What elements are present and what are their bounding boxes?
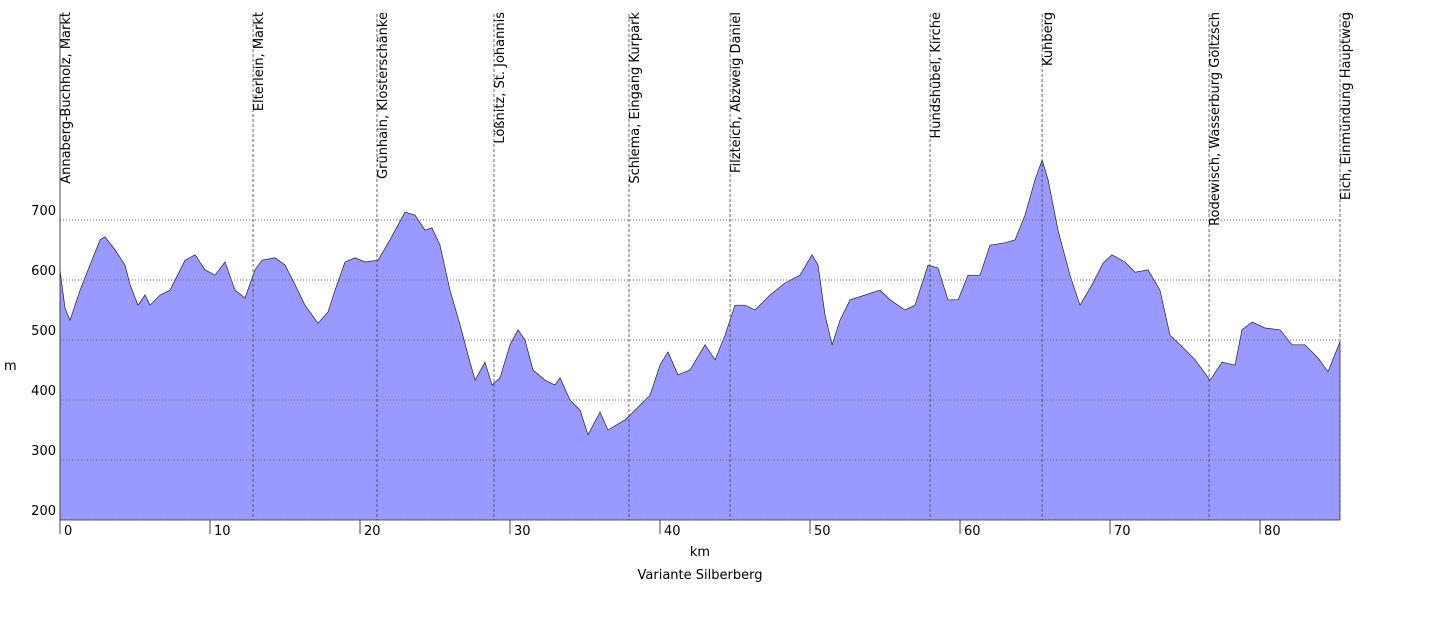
waypoint-label: Schlema, Eingang Kurpark xyxy=(628,12,643,184)
waypoint-label: Hundshübel, Kirche xyxy=(929,12,944,138)
waypoint-label: Grünhain, Klosterschänke xyxy=(376,12,391,179)
waypoint-label: Annaberg-Buchholz, Markt xyxy=(59,12,74,184)
x-tick-label: 40 xyxy=(664,524,681,539)
y-tick-label: 400 xyxy=(31,384,56,399)
y-tick-label: 200 xyxy=(31,504,56,519)
x-axis-label: km xyxy=(690,545,710,560)
waypoint-label: Eich, Einmündung Hauptweg xyxy=(1339,12,1354,200)
elevation-area xyxy=(59,158,1341,521)
y-tick-label: 700 xyxy=(31,204,56,219)
y-tick-label: 300 xyxy=(31,444,56,459)
x-tick-label: 70 xyxy=(1114,524,1131,539)
waypoint-label: Elterlein, Markt xyxy=(252,12,267,111)
chart-subtitle: Variante Silberberg xyxy=(638,568,763,583)
x-tick-label: 0 xyxy=(64,524,72,539)
x-tick-label: 50 xyxy=(814,524,831,539)
waypoint-label: Rodewisch, Wasserburg Göltzsch xyxy=(1208,12,1223,226)
waypoint-label: Lößnitz, St. Johannis xyxy=(493,12,508,144)
y-tick-label: 600 xyxy=(31,264,56,279)
x-tick-label: 60 xyxy=(964,524,981,539)
y-tick-label: 500 xyxy=(31,324,56,339)
x-tick-label: 20 xyxy=(364,524,381,539)
waypoint-label: Filzteich, Abzweig Daniel xyxy=(729,12,744,173)
x-tick-label: 10 xyxy=(214,524,231,539)
x-tick-label: 80 xyxy=(1264,524,1281,539)
y-axis-label: m xyxy=(4,359,17,374)
x-tick-label: 30 xyxy=(514,524,531,539)
waypoint-label: Kuhberg xyxy=(1041,12,1056,66)
